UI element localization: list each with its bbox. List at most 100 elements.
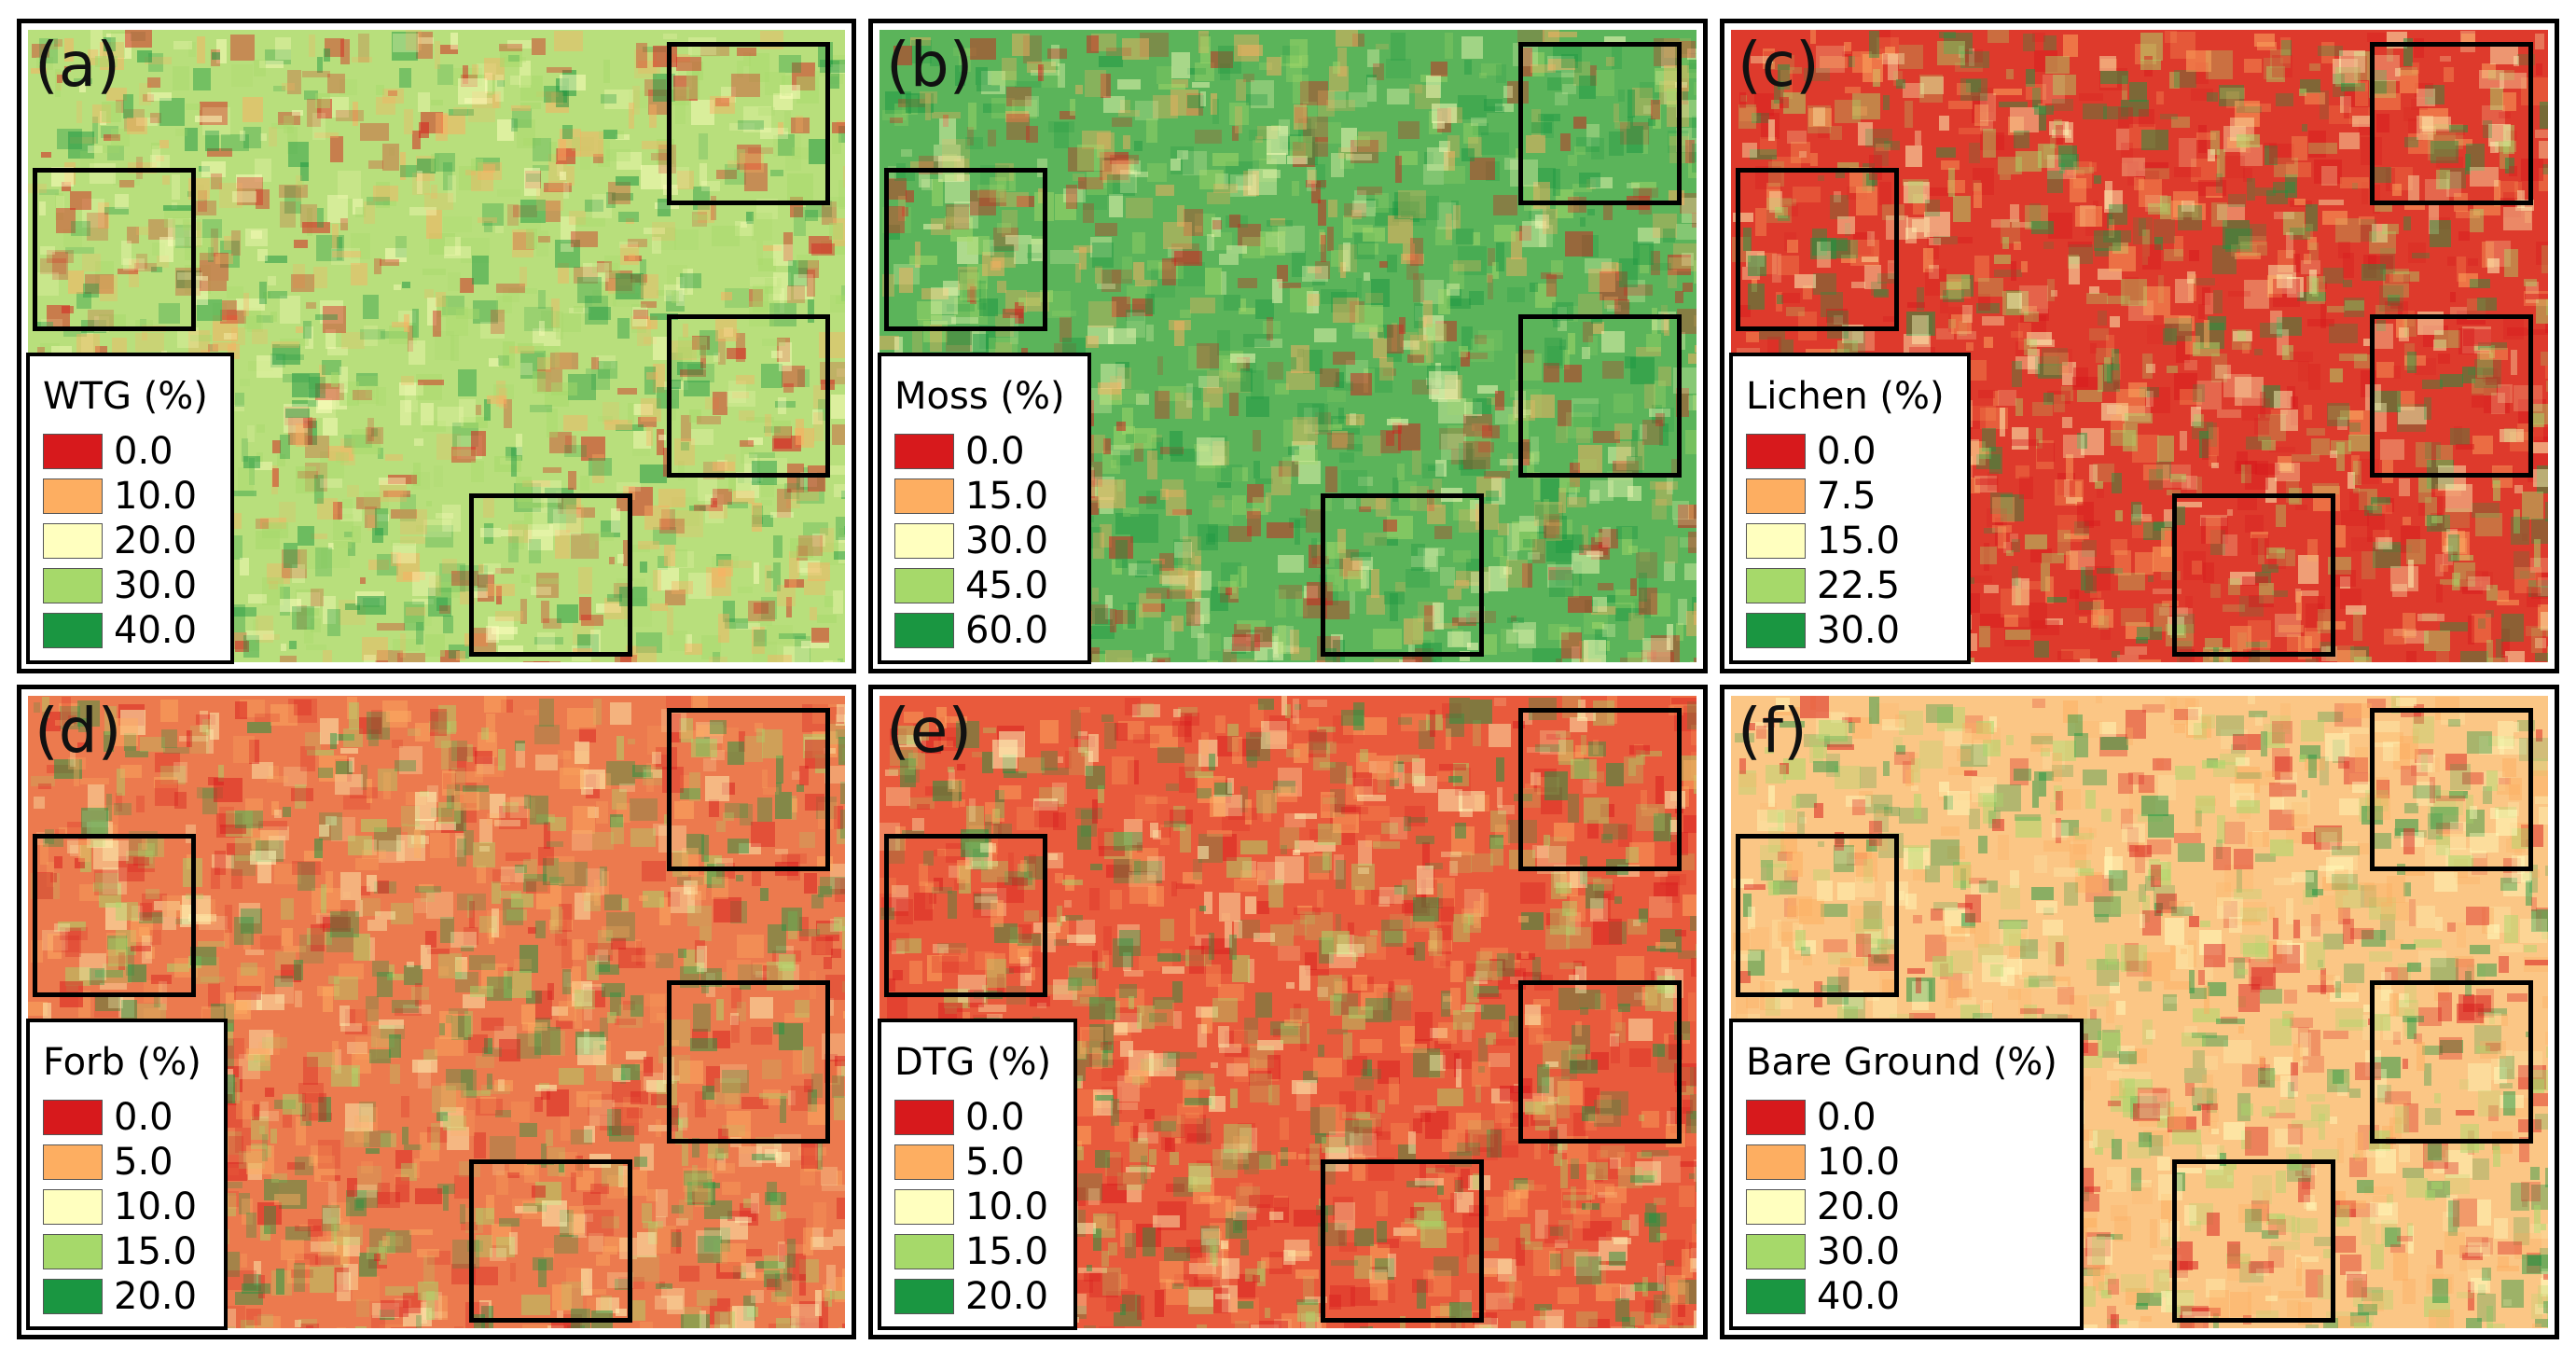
raster-speckle — [526, 229, 537, 249]
raster-speckle — [1403, 243, 1415, 260]
raster-speckle — [47, 250, 74, 263]
raster-speckle — [1290, 136, 1312, 158]
raster-speckle — [788, 1090, 796, 1105]
raster-speckle — [348, 542, 355, 556]
raster-speckle — [1613, 461, 1639, 477]
raster-speckle — [2500, 142, 2509, 169]
raster-speckle — [970, 329, 986, 352]
raster-speckle — [2472, 394, 2484, 408]
raster-speckle — [400, 400, 411, 425]
raster-speckle — [484, 523, 493, 544]
raster-speckle — [710, 1298, 730, 1324]
raster-speckle — [355, 858, 379, 870]
raster-speckle — [519, 267, 527, 286]
raster-speckle — [1627, 652, 1653, 662]
raster-speckle — [2446, 529, 2458, 551]
raster-speckle — [1608, 474, 1633, 497]
raster-speckle — [352, 57, 372, 62]
raster-speckle — [2352, 183, 2358, 189]
raster-speckle — [471, 461, 484, 482]
raster-speckle — [2318, 596, 2325, 613]
raster-speckle — [1574, 146, 1586, 155]
raster-speckle — [669, 380, 681, 389]
raster-speckle — [2056, 125, 2063, 145]
raster-speckle — [692, 212, 707, 227]
raster-speckle — [1087, 172, 1113, 195]
raster-speckle — [2429, 217, 2450, 229]
raster-speckle — [727, 502, 748, 508]
raster-speckle — [2208, 149, 2215, 161]
raster-speckle — [811, 243, 835, 256]
raster-speckle — [496, 586, 502, 604]
raster-speckle — [2006, 290, 2021, 315]
raster-speckle — [584, 1289, 606, 1295]
raster-speckle — [1259, 62, 1272, 70]
raster-speckle — [481, 1018, 504, 1031]
raster-speckle — [2367, 513, 2385, 542]
raster-speckle — [535, 1018, 550, 1028]
raster-speckle — [391, 509, 417, 519]
raster-speckle — [1879, 182, 1891, 205]
raster-speckle — [1679, 54, 1697, 78]
raster-speckle — [1969, 406, 1996, 421]
raster-speckle — [833, 660, 845, 662]
raster-speckle — [1087, 435, 1105, 453]
raster-speckle — [1135, 570, 1147, 577]
raster-speckle — [2137, 627, 2162, 640]
raster-speckle — [2024, 339, 2037, 355]
raster-speckle — [917, 301, 942, 320]
raster-speckle — [1923, 248, 1933, 272]
raster-speckle — [1889, 263, 1895, 271]
raster-speckle — [837, 1198, 845, 1219]
raster-speckle — [1312, 280, 1325, 285]
raster-speckle — [461, 238, 490, 263]
raster-speckle — [2181, 201, 2195, 212]
raster-speckle — [2500, 73, 2527, 89]
raster-speckle — [2286, 162, 2311, 177]
raster-speckle — [1267, 126, 1288, 155]
raster-speckle — [1984, 543, 1989, 571]
raster-speckle — [2494, 180, 2500, 206]
raster-speckle — [1673, 519, 1697, 525]
raster-speckle — [1929, 265, 1939, 279]
raster-speckle — [1607, 305, 1621, 312]
raster-speckle — [2164, 315, 2191, 324]
raster-speckle — [805, 210, 818, 221]
raster-speckle — [596, 1255, 610, 1266]
raster-speckle — [2244, 280, 2269, 309]
raster-speckle — [369, 937, 375, 961]
raster-speckle — [1051, 45, 1059, 66]
raster-speckle — [536, 354, 551, 380]
raster-speckle — [528, 927, 536, 934]
raster-speckle — [2057, 651, 2073, 660]
raster-speckle — [2330, 368, 2343, 382]
raster-speckle — [2287, 277, 2304, 298]
raster-speckle — [464, 98, 492, 104]
raster-speckle — [1953, 196, 1971, 222]
raster-speckle — [1665, 536, 1678, 563]
raster-speckle — [1205, 268, 1222, 295]
raster-speckle — [1976, 303, 2000, 313]
raster-speckle — [2093, 600, 2104, 625]
raster-speckle — [1078, 177, 1103, 189]
raster-speckle — [808, 1089, 817, 1112]
raster-speckle — [460, 565, 488, 591]
raster-speckle — [533, 507, 560, 536]
raster-speckle — [76, 101, 82, 123]
raster-speckle — [761, 597, 777, 619]
raster-speckle — [1384, 591, 1405, 604]
raster-speckle — [516, 434, 522, 455]
raster-speckle — [2216, 173, 2223, 193]
raster-speckle — [1433, 603, 1444, 630]
raster-speckle — [551, 92, 563, 104]
raster-speckle — [1678, 599, 1687, 625]
raster-speckle — [2050, 136, 2057, 148]
raster-speckle — [372, 1303, 399, 1318]
raster-speckle — [1834, 315, 1843, 325]
raster-speckle — [395, 1174, 409, 1185]
raster-speckle — [1350, 373, 1372, 395]
raster-speckle — [483, 164, 495, 173]
raster-speckle — [78, 718, 88, 732]
raster-speckle — [1578, 445, 1602, 473]
raster-speckle — [243, 932, 251, 950]
